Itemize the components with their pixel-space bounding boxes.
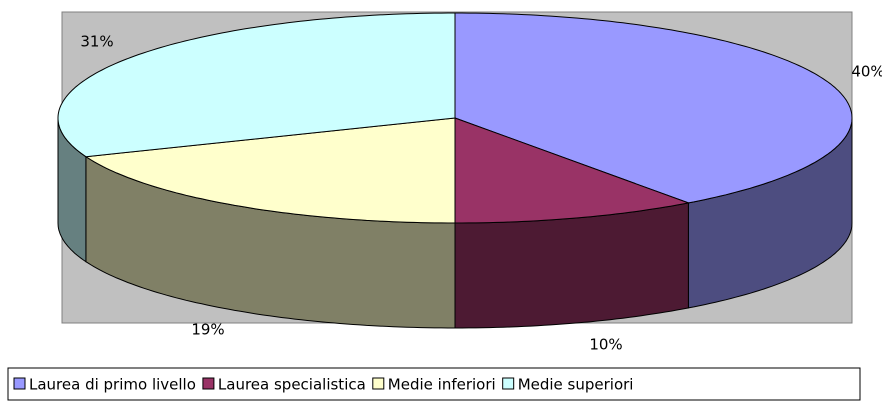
data-label: 19% (191, 321, 224, 339)
data-label: 40% (851, 63, 882, 81)
slice (84, 117, 456, 224)
legend-label: Medie inferiori (388, 376, 496, 394)
legend-swatch (13, 377, 26, 390)
data-label: 10% (589, 336, 622, 354)
slice (454, 117, 691, 224)
legend-swatch (502, 377, 515, 390)
slice (454, 12, 853, 204)
legend-label: Medie superiori (518, 376, 634, 394)
legend-box (7, 367, 861, 401)
legend-swatch (202, 377, 215, 390)
data-label: 31% (80, 33, 113, 51)
legend-label: Laurea specialistica (218, 376, 366, 394)
legend-swatch (372, 377, 385, 390)
legend-label: Laurea di primo livello (29, 376, 196, 394)
slice (57, 12, 456, 158)
